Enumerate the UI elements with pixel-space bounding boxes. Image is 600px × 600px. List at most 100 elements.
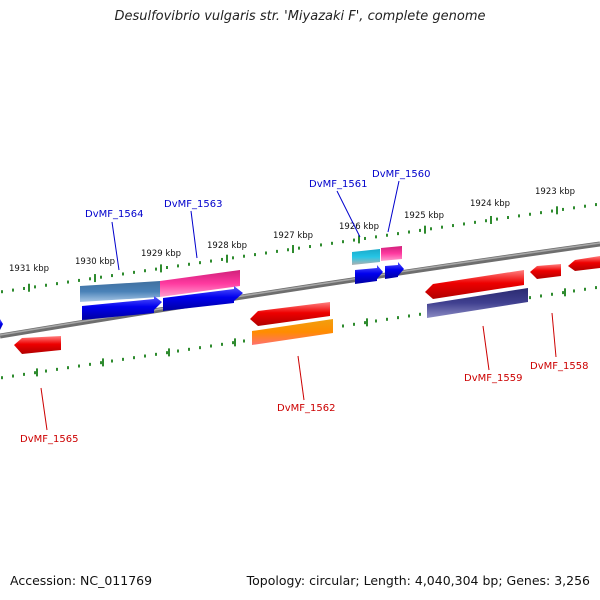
gene-dvmf-1565[interactable] bbox=[14, 336, 61, 354]
upper-scale-minor-tick bbox=[210, 259, 212, 263]
lower-scale-minor-tick bbox=[419, 312, 421, 316]
lower-scale-minor-tick bbox=[67, 366, 69, 370]
upper-scale-minor-tick bbox=[364, 236, 366, 240]
upper-scale-minor-tick bbox=[441, 225, 443, 229]
scale-label-1929-kbp: 1929 kbp bbox=[141, 249, 181, 259]
scale-label-1923-kbp: 1923 kbp bbox=[535, 187, 575, 197]
gene-dvmf-1564[interactable] bbox=[80, 281, 160, 302]
upper-scale-minor-tick bbox=[507, 215, 509, 219]
lower-scale-minor-tick bbox=[144, 354, 146, 358]
upper-scale-track bbox=[1, 203, 597, 294]
upper-scale-minor-tick bbox=[221, 257, 223, 261]
lower-scale-minor-tick bbox=[551, 292, 553, 296]
gene-dvmf-1558[interactable] bbox=[530, 256, 600, 279]
forward-arrow-c[interactable] bbox=[355, 265, 383, 284]
scale-label-1928-kbp: 1928 kbp bbox=[207, 241, 247, 251]
upper-scale-minor-tick bbox=[353, 238, 355, 242]
upper-scale-minor-tick bbox=[12, 288, 14, 292]
upper-scale-minor-tick bbox=[573, 206, 575, 210]
forward-arrow-b[interactable] bbox=[163, 286, 243, 311]
lower-scale-minor-tick bbox=[386, 317, 388, 321]
leader-dvmf-1560 bbox=[387, 180, 400, 233]
lower-scale-minor-tick bbox=[45, 369, 47, 373]
upper-scale-minor-tick bbox=[122, 272, 124, 276]
scale-label-1925-kbp: 1925 kbp bbox=[404, 211, 444, 221]
lower-scale-minor-tick bbox=[12, 374, 14, 378]
upper-scale-minor-tick bbox=[529, 212, 531, 216]
upper-scale-minor-tick bbox=[342, 240, 344, 244]
lower-scale-minor-tick bbox=[56, 367, 58, 371]
lower-scale-minor-tick bbox=[342, 324, 344, 328]
upper-scale-minor-tick bbox=[276, 249, 278, 253]
lower-scale-minor-tick bbox=[210, 344, 212, 348]
upper-scale-minor-tick bbox=[540, 211, 542, 215]
lower-scale-minor-tick bbox=[177, 349, 179, 353]
lower-scale-major-tick bbox=[168, 348, 170, 357]
scale-label-1927-kbp: 1927 kbp bbox=[273, 231, 313, 241]
upper-scale-minor-tick bbox=[584, 204, 586, 208]
upper-scale-minor-tick bbox=[463, 222, 465, 226]
gene-dvmf-1560[interactable] bbox=[381, 246, 402, 261]
gene-dvmf-1563[interactable] bbox=[160, 270, 240, 297]
gene-dvmf-1562[interactable] bbox=[250, 302, 333, 345]
genome-summary-text: Topology: circular; Length: 4,040,304 bp… bbox=[246, 573, 590, 588]
leader-dvmf-1565 bbox=[40, 387, 48, 431]
label-dvmf-1562: DvMF_1562 bbox=[277, 403, 335, 414]
scale-label-1930-kbp: 1930 kbp bbox=[75, 257, 115, 267]
lower-scale-major-tick bbox=[36, 368, 38, 377]
upper-scale-minor-tick bbox=[155, 267, 157, 271]
upper-scale-minor-tick bbox=[56, 282, 58, 286]
leader-dvmf-1558 bbox=[551, 312, 557, 358]
lower-scale-minor-tick bbox=[122, 357, 124, 361]
scale-label-1924-kbp: 1924 kbp bbox=[470, 199, 510, 209]
map-title: Desulfovibrio vulgaris str. 'Miyazaki F'… bbox=[114, 9, 486, 24]
upper-scale-minor-tick bbox=[562, 207, 564, 211]
upper-scale-minor-tick bbox=[23, 286, 25, 290]
upper-scale-minor-tick bbox=[232, 256, 234, 260]
lower-scale-major-tick bbox=[234, 338, 236, 347]
upper-scale-major-tick bbox=[226, 254, 228, 263]
label-dvmf-1563: DvMF_1563 bbox=[164, 199, 222, 210]
label-dvmf-1564: DvMF_1564 bbox=[85, 209, 143, 220]
lower-scale-minor-tick bbox=[364, 321, 366, 325]
gene-dvmf-1559[interactable] bbox=[425, 270, 528, 318]
upper-scale-minor-tick bbox=[419, 228, 421, 232]
upper-scale-minor-tick bbox=[518, 214, 520, 218]
upper-scale-minor-tick bbox=[144, 269, 146, 273]
forward-arrow-d[interactable] bbox=[385, 262, 404, 279]
upper-scale-minor-tick bbox=[133, 270, 135, 274]
lower-scale-minor-tick bbox=[1, 376, 3, 380]
lower-scale-minor-tick bbox=[562, 291, 564, 295]
upper-scale-minor-tick bbox=[89, 277, 91, 281]
label-dvmf-1561: DvMF_1561 bbox=[309, 179, 367, 190]
upper-scale-minor-tick bbox=[254, 253, 256, 257]
lower-scale-minor-tick bbox=[397, 316, 399, 320]
lower-scale-minor-tick bbox=[78, 364, 80, 368]
forward-arrow-edge[interactable] bbox=[0, 319, 3, 330]
lower-scale-minor-tick bbox=[408, 314, 410, 318]
lower-scale-minor-tick bbox=[199, 346, 201, 350]
lower-scale-minor-tick bbox=[232, 341, 234, 345]
upper-scale-minor-tick bbox=[177, 264, 179, 268]
upper-scale-minor-tick bbox=[474, 220, 476, 224]
lower-scale-major-tick bbox=[366, 318, 368, 327]
gene-dvmf-1561[interactable] bbox=[352, 249, 380, 265]
upper-scale-minor-tick bbox=[243, 254, 245, 258]
upper-scale-minor-tick bbox=[397, 232, 399, 236]
upper-scale-minor-tick bbox=[34, 285, 36, 289]
upper-scale-minor-tick bbox=[309, 245, 311, 249]
lower-scale-minor-tick bbox=[375, 319, 377, 323]
upper-scale-major-tick bbox=[94, 274, 96, 283]
leader-dvmf-1561 bbox=[336, 190, 361, 238]
upper-scale-minor-tick bbox=[100, 275, 102, 279]
label-dvmf-1560: DvMF_1560 bbox=[372, 169, 430, 180]
lower-scale-minor-tick bbox=[353, 322, 355, 326]
scale-label-1931-kbp: 1931 kbp bbox=[9, 264, 49, 274]
scale-label-1926-kbp: 1926 kbp bbox=[339, 222, 379, 232]
upper-scale-minor-tick bbox=[78, 278, 80, 282]
upper-scale-minor-tick bbox=[199, 261, 201, 265]
forward-arrow-a[interactable] bbox=[82, 296, 162, 320]
upper-scale-minor-tick bbox=[45, 283, 47, 287]
lower-scale-minor-tick bbox=[595, 286, 597, 290]
upper-scale-minor-tick bbox=[496, 217, 498, 221]
